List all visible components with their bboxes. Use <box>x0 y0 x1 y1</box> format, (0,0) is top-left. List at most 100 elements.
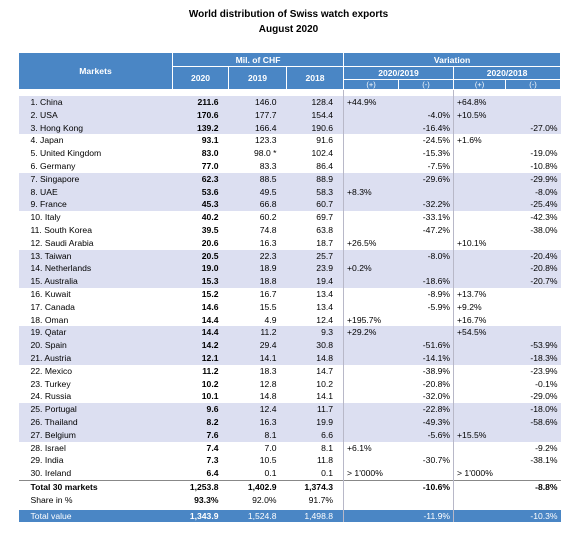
value-cell: 4.9 <box>264 314 277 325</box>
value-cell: 7.0 <box>264 442 277 453</box>
value-cell: +0.2% <box>343 262 399 276</box>
table-row: 21. Austria 12.1 14.1 14.8 -14.1% -18.3% <box>18 351 561 365</box>
value-cell <box>453 377 506 391</box>
value-cell: 13.4 <box>316 288 334 299</box>
header-cell: Markets <box>18 52 173 90</box>
value-cell: 83.3 <box>259 160 277 171</box>
value-cell <box>398 262 454 276</box>
value-cell <box>453 275 506 288</box>
value-cell: 14.8 <box>286 351 344 365</box>
value-cell: -20.8% <box>422 378 451 389</box>
value-cell <box>343 121 399 135</box>
value-cell: 10.2 <box>201 378 219 389</box>
value-cell: -0.1% <box>535 378 558 389</box>
value-cell: 18.9 <box>228 262 287 276</box>
value-cell: 6.6 <box>286 428 344 442</box>
value-cell <box>506 494 561 507</box>
value-cell: +64.8% <box>453 96 506 109</box>
value-cell <box>506 237 561 250</box>
value-cell: -25.4% <box>505 198 561 212</box>
value-cell: -38.1% <box>530 455 558 466</box>
table-row: Total 30 markets 1,253.8 1,402.9 1,374.3 -10… <box>18 479 561 494</box>
value-cell: 93.3% <box>194 494 219 505</box>
value-cell: 14.4 <box>201 314 219 325</box>
market-cell: 25. Portugal <box>18 403 173 416</box>
value-cell <box>343 211 399 224</box>
value-cell: 74.8 <box>259 224 277 235</box>
value-cell: 14.8 <box>259 391 277 402</box>
value-cell: 14.6 <box>201 301 219 312</box>
table-row: 8. UAE 53.6 49.5 58.3 +8.3% -8.0% <box>18 185 561 199</box>
value-cell: -23.9% <box>530 365 558 376</box>
value-cell <box>399 467 454 480</box>
table-row: 6. Germany 77.0 83.3 86.4 -7.5% -10.8% <box>19 159 561 173</box>
value-cell <box>343 390 399 404</box>
table-row: 14. Netherlands 19.0 18.9 23.9 +0.2% -20.8% <box>18 262 561 276</box>
value-cell: 16.3 <box>259 237 277 248</box>
value-cell: +26.5% <box>343 236 399 250</box>
value-cell: -10.3% <box>505 509 561 523</box>
value-cell: 23.9 <box>286 262 344 276</box>
value-cell: 12.1 <box>172 351 229 365</box>
market-cell: Total 30 markets <box>18 479 173 494</box>
value-cell: 66.8 <box>228 198 287 212</box>
value-cell: 19.4 <box>286 275 344 288</box>
market-cell: Share in % <box>30 494 73 505</box>
value-cell: 14.2 <box>172 339 229 352</box>
value-cell: 146.0 <box>228 96 287 109</box>
value-cell: -10.8% <box>530 160 558 171</box>
value-cell: 15.2 <box>201 288 219 299</box>
value-cell: 20.6 <box>201 237 219 248</box>
value-cell: 11.8 <box>316 455 334 466</box>
value-cell <box>399 314 454 327</box>
market-cell: 26. Thailand <box>18 415 173 429</box>
value-cell <box>453 121 506 135</box>
value-cell <box>343 159 399 173</box>
value-cell: 128.4 <box>286 96 344 109</box>
value-cell: 93.1 <box>201 135 219 146</box>
value-cell: +15.5% <box>453 428 506 442</box>
value-cell: 58.3 <box>286 185 344 199</box>
header-cell: 2019 <box>228 66 287 90</box>
value-cell: 177.7 <box>228 108 287 122</box>
value-cell: 11.2 <box>202 365 219 376</box>
value-cell <box>453 339 506 352</box>
value-cell: 0.1 <box>264 468 277 479</box>
value-cell: 92.0% <box>252 494 277 505</box>
market-cell: 20. Spain <box>18 339 173 352</box>
value-cell: -11.9% <box>398 509 454 523</box>
table-row: 10. Italy 40.2 60.2 69.7 -33.1% -42.3% <box>19 211 561 224</box>
value-cell <box>453 364 506 378</box>
market-cell: 23. Turkey <box>30 378 71 389</box>
value-cell: -58.6% <box>505 415 561 429</box>
table-row: 25. Portugal 9.6 12.4 11.7 -22.8% -18.0% <box>18 403 561 416</box>
table-row: Total value 1,343.9 1,524.8 1,498.8 -11.9% -1… <box>18 509 561 523</box>
value-cell: -15.3% <box>422 148 451 159</box>
value-cell: 11.7 <box>286 403 344 416</box>
value-cell: +10.5% <box>453 108 506 122</box>
value-cell: 91.7% <box>308 494 334 505</box>
value-cell: 25.7 <box>286 249 344 263</box>
value-cell: 88.5 <box>228 172 287 186</box>
table-row: 17. Canada 14.6 15.5 13.4 -5.9% +9.2% <box>19 300 561 314</box>
value-cell <box>453 441 506 455</box>
value-cell <box>505 96 561 109</box>
spacer <box>19 89 561 93</box>
market-cell: 21. Austria <box>18 351 173 365</box>
value-cell: -7.5% <box>427 160 451 171</box>
value-cell: -51.6% <box>398 339 454 352</box>
value-cell: -33.1% <box>422 212 451 223</box>
value-cell: 190.6 <box>286 121 344 135</box>
value-cell: 9.6 <box>172 403 229 416</box>
table-row: 28. Israel 7.4 7.0 8.1 +6.1% -9.2% <box>19 441 561 455</box>
market-cell: 14. Netherlands <box>18 262 173 276</box>
table-row: 20. Spain 14.2 29.4 30.8 -51.6% -53.9% <box>18 339 561 352</box>
value-cell: -47.2% <box>422 224 451 235</box>
value-cell <box>343 351 399 365</box>
value-cell <box>343 454 399 468</box>
value-cell: 77.0 <box>201 160 219 171</box>
value-cell <box>506 301 561 314</box>
value-cell: 1,253.8 <box>172 479 229 494</box>
value-cell: 18.7 <box>316 237 334 248</box>
market-cell: 24. Russia <box>30 391 72 402</box>
